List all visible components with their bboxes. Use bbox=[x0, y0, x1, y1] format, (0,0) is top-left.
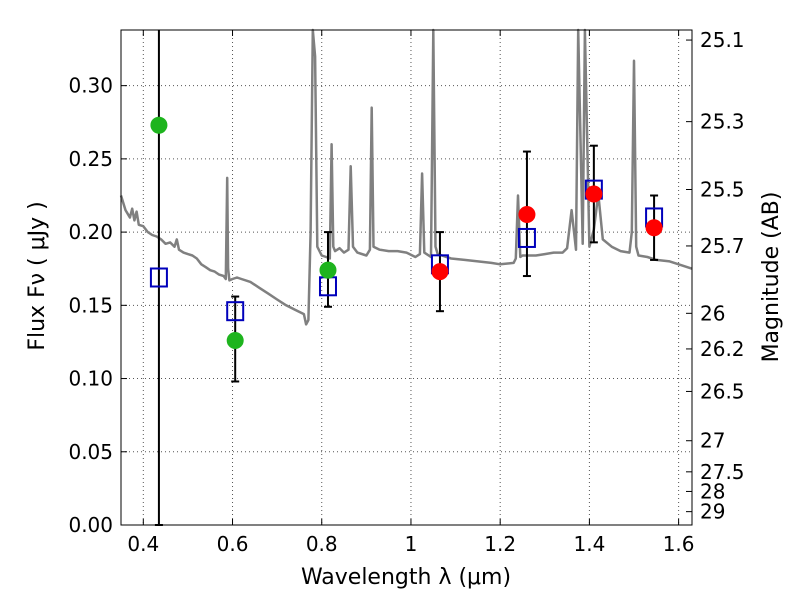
model-band-square bbox=[226, 301, 245, 322]
x-tick-label: 0.6 bbox=[217, 532, 249, 556]
mag-tick-label: 25.1 bbox=[700, 28, 745, 52]
model-band-square bbox=[149, 267, 168, 288]
x-tick-label: 0.8 bbox=[306, 532, 338, 556]
x-tick-label: 0.4 bbox=[127, 532, 159, 556]
observed-flux-point bbox=[319, 261, 337, 279]
x-tick-label: 1.6 bbox=[663, 532, 695, 556]
observed-flux-point bbox=[431, 263, 449, 281]
observed-flux-point bbox=[518, 206, 536, 224]
x-axis-ticks: 0.4 0.6 0.8 1 1.2 1.4 1.6 bbox=[127, 30, 695, 556]
y-tick-label: 0.00 bbox=[68, 513, 113, 537]
magnitude-axis-label: Magnitude (AB) bbox=[759, 192, 784, 363]
y-tick-label: 0.30 bbox=[68, 74, 113, 98]
mag-tick-label: 29 bbox=[700, 500, 725, 524]
y-tick-label: 0.15 bbox=[68, 293, 113, 317]
grid-lines bbox=[121, 30, 692, 526]
mag-tick-label: 26 bbox=[700, 301, 725, 325]
x-tick-label: 1.2 bbox=[484, 532, 516, 556]
mag-tick-label: 26.2 bbox=[700, 337, 745, 361]
y-axis-ticks: 0.00 0.05 0.10 0.15 0.20 0.25 0.30 bbox=[68, 74, 127, 537]
mag-tick-label: 25.3 bbox=[700, 110, 745, 134]
y-tick-label: 0.20 bbox=[68, 220, 113, 244]
model-spectrum-line bbox=[119, 28, 693, 326]
x-tick-label: 1.4 bbox=[573, 532, 605, 556]
y-axis-label: Flux Fν ( μJy ) bbox=[25, 201, 50, 350]
mag-tick-label: 27.5 bbox=[700, 460, 745, 484]
y-tick-label: 0.25 bbox=[68, 147, 113, 171]
spectrum-layer bbox=[119, 28, 693, 326]
mag-tick-label: 27 bbox=[700, 429, 725, 453]
plot-frame bbox=[120, 29, 693, 526]
y-tick-label: 0.05 bbox=[68, 440, 113, 464]
y-tick-label: 0.10 bbox=[68, 367, 113, 391]
mag-tick-label: 26.5 bbox=[700, 379, 745, 403]
observed-flux-point bbox=[645, 219, 663, 237]
mag-tick-label: 25.5 bbox=[700, 178, 745, 202]
observed-flux-point bbox=[226, 331, 244, 349]
x-tick-label: 1 bbox=[405, 532, 418, 556]
mag-tick-label: 25.7 bbox=[700, 234, 745, 258]
x-axis-label: Wavelength λ (μm) bbox=[301, 565, 511, 590]
errorbar-layer bbox=[154, 30, 659, 526]
mag-tick-label: 28 bbox=[700, 479, 725, 503]
observed-flux-point bbox=[585, 185, 603, 203]
observed-point-layer bbox=[150, 116, 663, 349]
observed-flux-point bbox=[150, 116, 168, 134]
model-band-square bbox=[517, 227, 536, 248]
